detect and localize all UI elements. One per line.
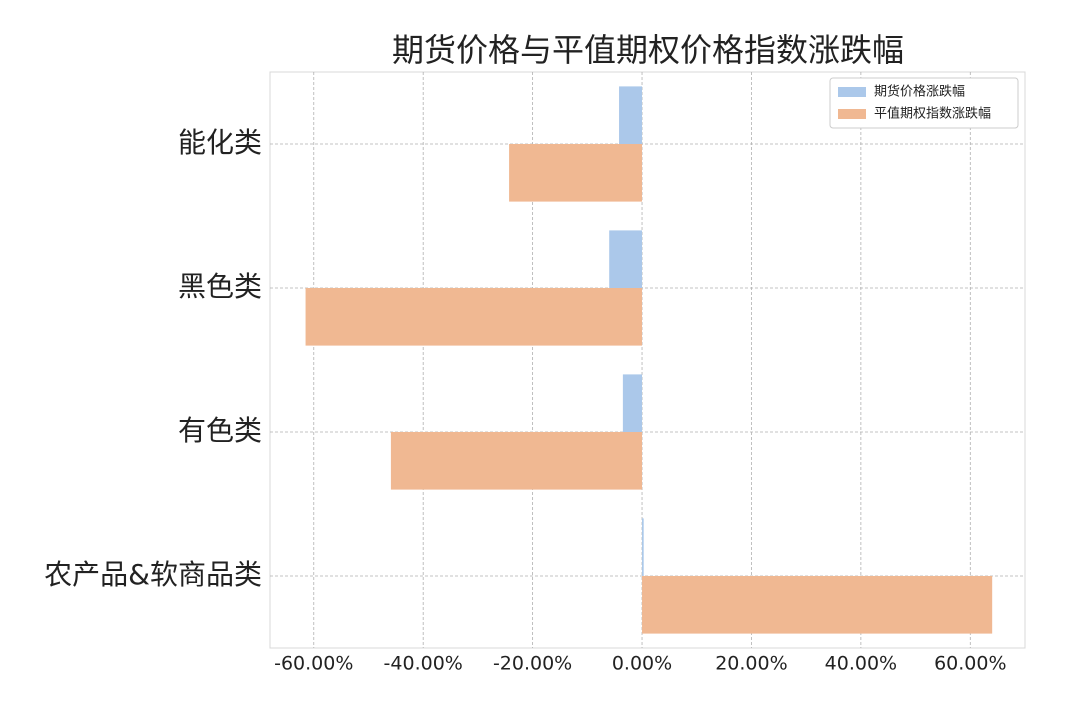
legend-swatch xyxy=(838,87,866,97)
y-tick-label: 黑色类 xyxy=(178,270,262,303)
plot-frame xyxy=(269,71,1026,649)
y-tick-label: 有色类 xyxy=(178,414,262,447)
x-tick-label: 20.00% xyxy=(715,653,787,675)
legend-label: 平值期权指数涨跌幅 xyxy=(874,106,991,122)
x-tick-label: 0.00% xyxy=(612,653,672,675)
chart-title: 期货价格与平值期权价格指数涨跌幅 xyxy=(392,31,904,69)
bar xyxy=(642,576,993,634)
bar xyxy=(509,144,643,202)
bar xyxy=(609,230,643,288)
legend-swatch xyxy=(838,109,866,119)
x-tick-label: -40.00% xyxy=(384,653,463,675)
x-tick-label: -60.00% xyxy=(274,653,353,675)
legend-box xyxy=(829,77,1019,129)
legend-label: 期货价格涨跌幅 xyxy=(874,84,965,100)
bar xyxy=(305,288,643,346)
bar xyxy=(642,518,644,576)
x-tick-label: 40.00% xyxy=(825,653,897,675)
y-tick-label: 能化类 xyxy=(178,126,262,159)
x-tick-label: -20.00% xyxy=(493,653,572,675)
y-tick-label: 农产品&软商品类 xyxy=(44,558,262,591)
x-tick-label: 60.00% xyxy=(934,653,1006,675)
bar xyxy=(390,432,643,490)
bar xyxy=(622,374,643,432)
bar xyxy=(619,86,643,144)
